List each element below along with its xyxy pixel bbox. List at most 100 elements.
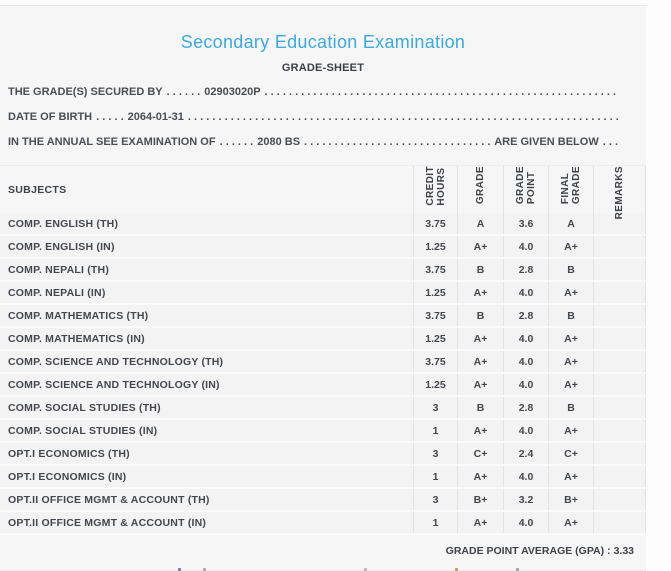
grade-header-label: GRADE — [475, 166, 486, 205]
table-row: COMP. SCIENCE AND TECHNOLOGY (TH) 3.75 A+ 4… — [0, 351, 646, 374]
grade-cell: B — [457, 305, 503, 326]
grade-cell: B — [457, 397, 503, 418]
final-grade-cell: B — [548, 259, 593, 280]
subject-cell: COMP. NEPALI (IN) — [8, 286, 106, 299]
info-line-exam-year: IN THE ANNUAL SEE EXAMINATION OF . . . .… — [0, 136, 646, 161]
grades-table: SUBJECTS CREDIT HOURS GRADE GRADE POINT … — [0, 165, 646, 535]
column-header-final-grade: FINAL GRADE — [548, 166, 593, 213]
candidate-info: THE GRADE(S) SECURED BY . . . . . . 0290… — [0, 86, 646, 161]
grade-point-header-label: GRADE POINT — [515, 166, 537, 205]
final-grade-cell: A+ — [548, 282, 593, 303]
subject-cell: COMP. SOCIAL STUDIES (IN) — [8, 424, 158, 437]
remarks-cell — [593, 213, 646, 234]
subject-cell: COMP. MATHEMATICS (IN) — [8, 332, 145, 345]
remarks-cell — [593, 420, 646, 441]
credit-hours-cell: 1.25 — [413, 374, 457, 395]
subject-cell: OPT.II OFFICE MGMT & ACCOUNT (TH) — [8, 493, 210, 506]
grade-cell: A+ — [457, 328, 503, 349]
page-subtitle: GRADE-SHEET — [281, 62, 365, 74]
remarks-cell — [593, 305, 646, 326]
subject-cell: COMP. SOCIAL STUDIES (TH) — [8, 401, 161, 414]
grade-sheet-panel: Secondary Education Examination GRADE-SH… — [0, 5, 648, 571]
table-row: COMP. NEPALI (TH) 3.75 B 2.8 B — [0, 259, 646, 282]
table-row: COMP. SOCIAL STUDIES (IN) 1 A+ 4.0 A+ — [0, 420, 646, 443]
remarks-cell — [593, 236, 646, 257]
final-grade-cell: A+ — [548, 236, 593, 257]
grade-cell: A+ — [457, 351, 503, 372]
column-header-grade: GRADE — [457, 166, 503, 213]
final-grade-cell: A+ — [548, 374, 593, 395]
credit-hours-cell: 3 — [413, 443, 457, 464]
final-grade-cell: A+ — [548, 351, 593, 372]
final-grade-cell: A — [548, 213, 593, 234]
grade-cell: A+ — [457, 282, 503, 303]
final-grade-cell: B — [548, 397, 593, 418]
remarks-cell — [593, 259, 646, 280]
table-row: OPT.II OFFICE MGMT & ACCOUNT (IN) 1 A+ 4.0 A… — [0, 512, 646, 535]
dot-leader: . . . . . . — [166, 86, 201, 98]
final-grade-cell: A+ — [548, 328, 593, 349]
credit-hours-cell: 3 — [413, 489, 457, 510]
credit-hours-cell: 1.25 — [413, 328, 457, 349]
credit-hours-header-label: CREDIT HOURS — [424, 166, 447, 206]
gpa-value: 3.33 — [613, 545, 634, 557]
subject-cell: COMP. MATHEMATICS (TH) — [8, 309, 149, 322]
dot-leader: . . . . . . — [219, 136, 254, 148]
grade-point-cell: 2.4 — [503, 443, 548, 464]
remarks-cell — [593, 397, 646, 418]
remarks-header-label: REMARKS — [614, 166, 625, 220]
grade-point-cell: 4.0 — [503, 512, 548, 533]
final-grade-cell: A+ — [548, 512, 593, 533]
grade-cell: A+ — [457, 236, 503, 257]
table-row: COMP. SCIENCE AND TECHNOLOGY (IN) 1.25 A+ 4… — [0, 374, 646, 397]
final-grade-cell: C+ — [548, 443, 593, 464]
column-header-subjects: SUBJECTS — [8, 183, 67, 196]
page-title: Secondary Education Examination — [180, 32, 466, 52]
credit-hours-cell: 3.75 — [413, 305, 457, 326]
remarks-cell — [593, 374, 646, 395]
grade-point-cell: 4.0 — [503, 374, 548, 395]
remarks-cell — [593, 351, 646, 372]
symbol-number-value: 02903020P — [204, 86, 261, 98]
grade-point-cell: 2.8 — [503, 397, 548, 418]
table-row: COMP. SOCIAL STUDIES (TH) 3 B 2.8 B — [0, 397, 646, 420]
credit-hours-cell: 1 — [413, 512, 457, 533]
remarks-cell — [593, 512, 646, 533]
final-grade-cell: A+ — [548, 420, 593, 441]
grade-point-cell: 4.0 — [503, 282, 548, 303]
grade-cell: A — [457, 213, 503, 234]
gpa-summary: GRADE POINT AVERAGE (GPA) :3.33 — [0, 545, 646, 557]
grade-point-cell: 4.0 — [503, 351, 548, 372]
credit-hours-cell: 3.75 — [413, 213, 457, 234]
dot-leader: . . . — [602, 136, 618, 148]
subject-cell: OPT.I ECONOMICS (TH) — [8, 447, 130, 460]
subject-cell: OPT.I ECONOMICS (IN) — [8, 470, 127, 483]
exam-year-label: IN THE ANNUAL SEE EXAMINATION OF — [8, 136, 216, 148]
grade-cell: B — [457, 259, 503, 280]
info-line-date-of-birth: DATE OF BIRTH . . . . . 2064-01-31 . . .… — [0, 111, 646, 136]
remarks-cell — [593, 466, 646, 487]
subject-cell: COMP. NEPALI (TH) — [8, 263, 110, 276]
subject-cell: OPT.II OFFICE MGMT & ACCOUNT (IN) — [8, 516, 207, 529]
grade-cell: A+ — [457, 466, 503, 487]
grade-point-cell: 4.0 — [503, 466, 548, 487]
dot-leader: . . . . . . . . . . . . . . . . . . . . … — [264, 86, 616, 98]
final-grade-cell: B — [548, 305, 593, 326]
grade-cell: C+ — [457, 443, 503, 464]
subject-cell: COMP. ENGLISH (TH) — [8, 217, 119, 230]
date-of-birth-value: 2064-01-31 — [127, 111, 184, 123]
grade-point-cell: 2.8 — [503, 305, 548, 326]
credit-hours-cell: 1.25 — [413, 236, 457, 257]
gpa-label: GRADE POINT AVERAGE (GPA) : — [445, 545, 611, 557]
credit-hours-cell: 3.75 — [413, 259, 457, 280]
final-grade-cell: A+ — [548, 466, 593, 487]
credit-hours-cell: 1 — [413, 420, 457, 441]
column-header-credit-hours: CREDIT HOURS — [413, 166, 457, 213]
grade-cell: B+ — [457, 489, 503, 510]
info-line-grades-secured: THE GRADE(S) SECURED BY . . . . . . 0290… — [0, 86, 646, 111]
dot-leader: . . . . . — [96, 111, 124, 123]
grades-secured-label: THE GRADE(S) SECURED BY — [8, 86, 163, 98]
date-of-birth-label: DATE OF BIRTH — [8, 111, 93, 123]
dot-leader: . . . . . . . . . . . . . . . . . . . . … — [304, 136, 491, 148]
credit-hours-cell: 3 — [413, 397, 457, 418]
